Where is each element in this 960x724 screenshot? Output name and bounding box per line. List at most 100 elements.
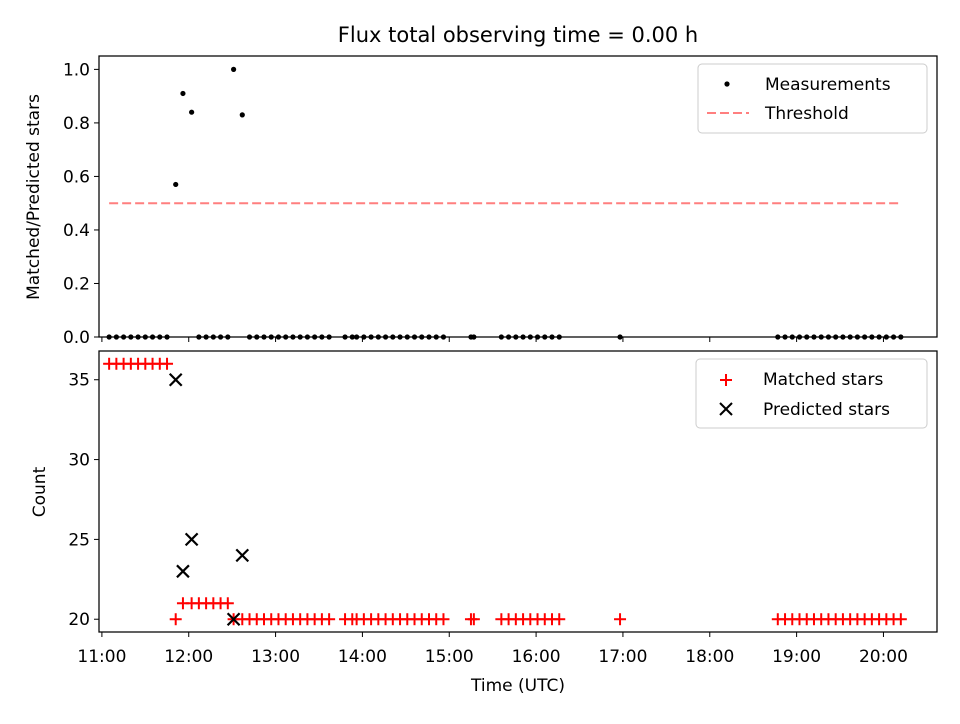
measurement-point — [804, 334, 810, 340]
measurement-point — [789, 334, 795, 340]
measurement-point — [404, 334, 410, 340]
y-tick-label: 0.2 — [63, 274, 90, 294]
legend-measurements-marker — [724, 81, 730, 87]
y-tick-label: 25 — [68, 530, 90, 550]
matched-star-point — [553, 613, 566, 626]
count-panel: Count 20 25 30 35 11:00 12:00 13:00 14:00 15:00… — [30, 350, 938, 667]
legend-threshold-label: Threshold — [764, 104, 849, 124]
measurement-point — [471, 334, 477, 340]
ratio-series — [106, 66, 904, 340]
measurement-point — [354, 334, 360, 340]
ratio-y-ticks: 0.0 0.2 0.4 0.6 0.8 1.0 — [63, 60, 99, 348]
legend-measurements-label: Measurements — [765, 75, 891, 95]
measurement-point — [217, 334, 224, 340]
y-tick-label: 35 — [68, 371, 90, 391]
measurement-point — [505, 334, 512, 340]
count-plot-frame — [98, 350, 938, 633]
x-tick-label: 14:00 — [338, 647, 387, 667]
y-tick-label: 0.4 — [63, 221, 90, 241]
y-tick-label: 0.6 — [63, 167, 90, 187]
measurement-point — [498, 334, 504, 340]
measurement-point — [254, 334, 260, 340]
measurement-point — [520, 334, 526, 340]
predicted-star-point — [235, 548, 250, 563]
measurement-point — [164, 334, 170, 340]
count-series — [103, 357, 907, 627]
x-tick-label: 20:00 — [859, 647, 908, 667]
measurement-point — [869, 334, 875, 340]
measurement-point — [617, 334, 623, 340]
measurement-point — [203, 334, 209, 340]
measurement-point — [297, 334, 303, 340]
x-tick-label: 13:00 — [251, 647, 300, 667]
measurement-point — [135, 334, 141, 340]
x-tick-label: 15:00 — [425, 647, 474, 667]
measurement-point — [419, 334, 425, 340]
count-y-axis-label: Count — [30, 466, 50, 517]
ratio-legend: Measurements Threshold — [697, 63, 928, 134]
legend-matched-marker — [720, 374, 732, 386]
measurement-point — [433, 334, 439, 340]
measurement-point — [782, 334, 788, 340]
count-y-ticks: 20 25 30 35 — [68, 371, 99, 630]
matched-star-point — [437, 613, 450, 626]
measurement-point — [231, 66, 237, 72]
measurement-point — [818, 334, 824, 340]
measurement-point — [513, 334, 519, 340]
measurement-point — [775, 334, 781, 340]
measurement-point — [862, 334, 868, 340]
measurement-point — [319, 334, 325, 340]
measurement-point — [196, 334, 202, 340]
measurement-point — [149, 334, 156, 340]
measurement-point — [368, 334, 374, 340]
matched-star-point — [169, 613, 182, 626]
measurement-point — [883, 334, 889, 340]
x-tick-label: 12:00 — [164, 647, 213, 667]
measurement-point — [246, 334, 253, 340]
measurement-point — [312, 334, 318, 340]
measurement-point — [326, 334, 332, 340]
measurement-point — [811, 334, 817, 340]
measurement-point — [113, 334, 119, 340]
x-tick-label: 18:00 — [685, 647, 734, 667]
measurement-point — [397, 334, 403, 340]
ratio-legend-box — [697, 63, 928, 134]
measurement-point — [189, 109, 195, 115]
count-legend-box — [695, 358, 928, 429]
measurement-point — [854, 334, 860, 340]
measurement-point — [261, 334, 267, 340]
chart-title: Flux total observing time = 0.00 h — [338, 23, 698, 47]
measurement-point — [290, 334, 296, 340]
measurement-point — [556, 334, 562, 340]
measurement-point — [382, 334, 389, 340]
y-tick-label: 20 — [68, 610, 90, 630]
measurement-point — [180, 90, 186, 97]
matched-star-point — [894, 613, 907, 626]
x-tick-label: 16:00 — [512, 647, 561, 667]
measurement-point — [173, 181, 179, 188]
measurement-point — [128, 334, 134, 340]
legend-predicted-marker — [719, 402, 733, 416]
measurement-point — [876, 334, 882, 340]
measurement-point — [275, 334, 282, 340]
ratio-x-ticks — [101, 337, 884, 342]
x-tick-label: 11:00 — [77, 647, 126, 667]
measurement-point — [390, 334, 396, 340]
measurement-point — [840, 334, 846, 340]
measurement-point — [527, 334, 533, 340]
measurement-point — [375, 334, 381, 340]
legend-predicted-label: Predicted stars — [763, 400, 890, 420]
measurement-point — [549, 334, 555, 340]
measurement-point — [542, 334, 548, 340]
predicted-star-point — [176, 564, 190, 579]
matched-star-point — [323, 613, 336, 626]
x-tick-label: 19:00 — [772, 647, 821, 667]
matched-star-point — [161, 357, 174, 370]
measurement-point — [349, 334, 355, 340]
measurement-point — [796, 334, 803, 340]
x-axis-label: Time (UTC) — [470, 676, 565, 696]
measurement-point — [268, 334, 274, 340]
predicted-star-point — [184, 532, 199, 547]
